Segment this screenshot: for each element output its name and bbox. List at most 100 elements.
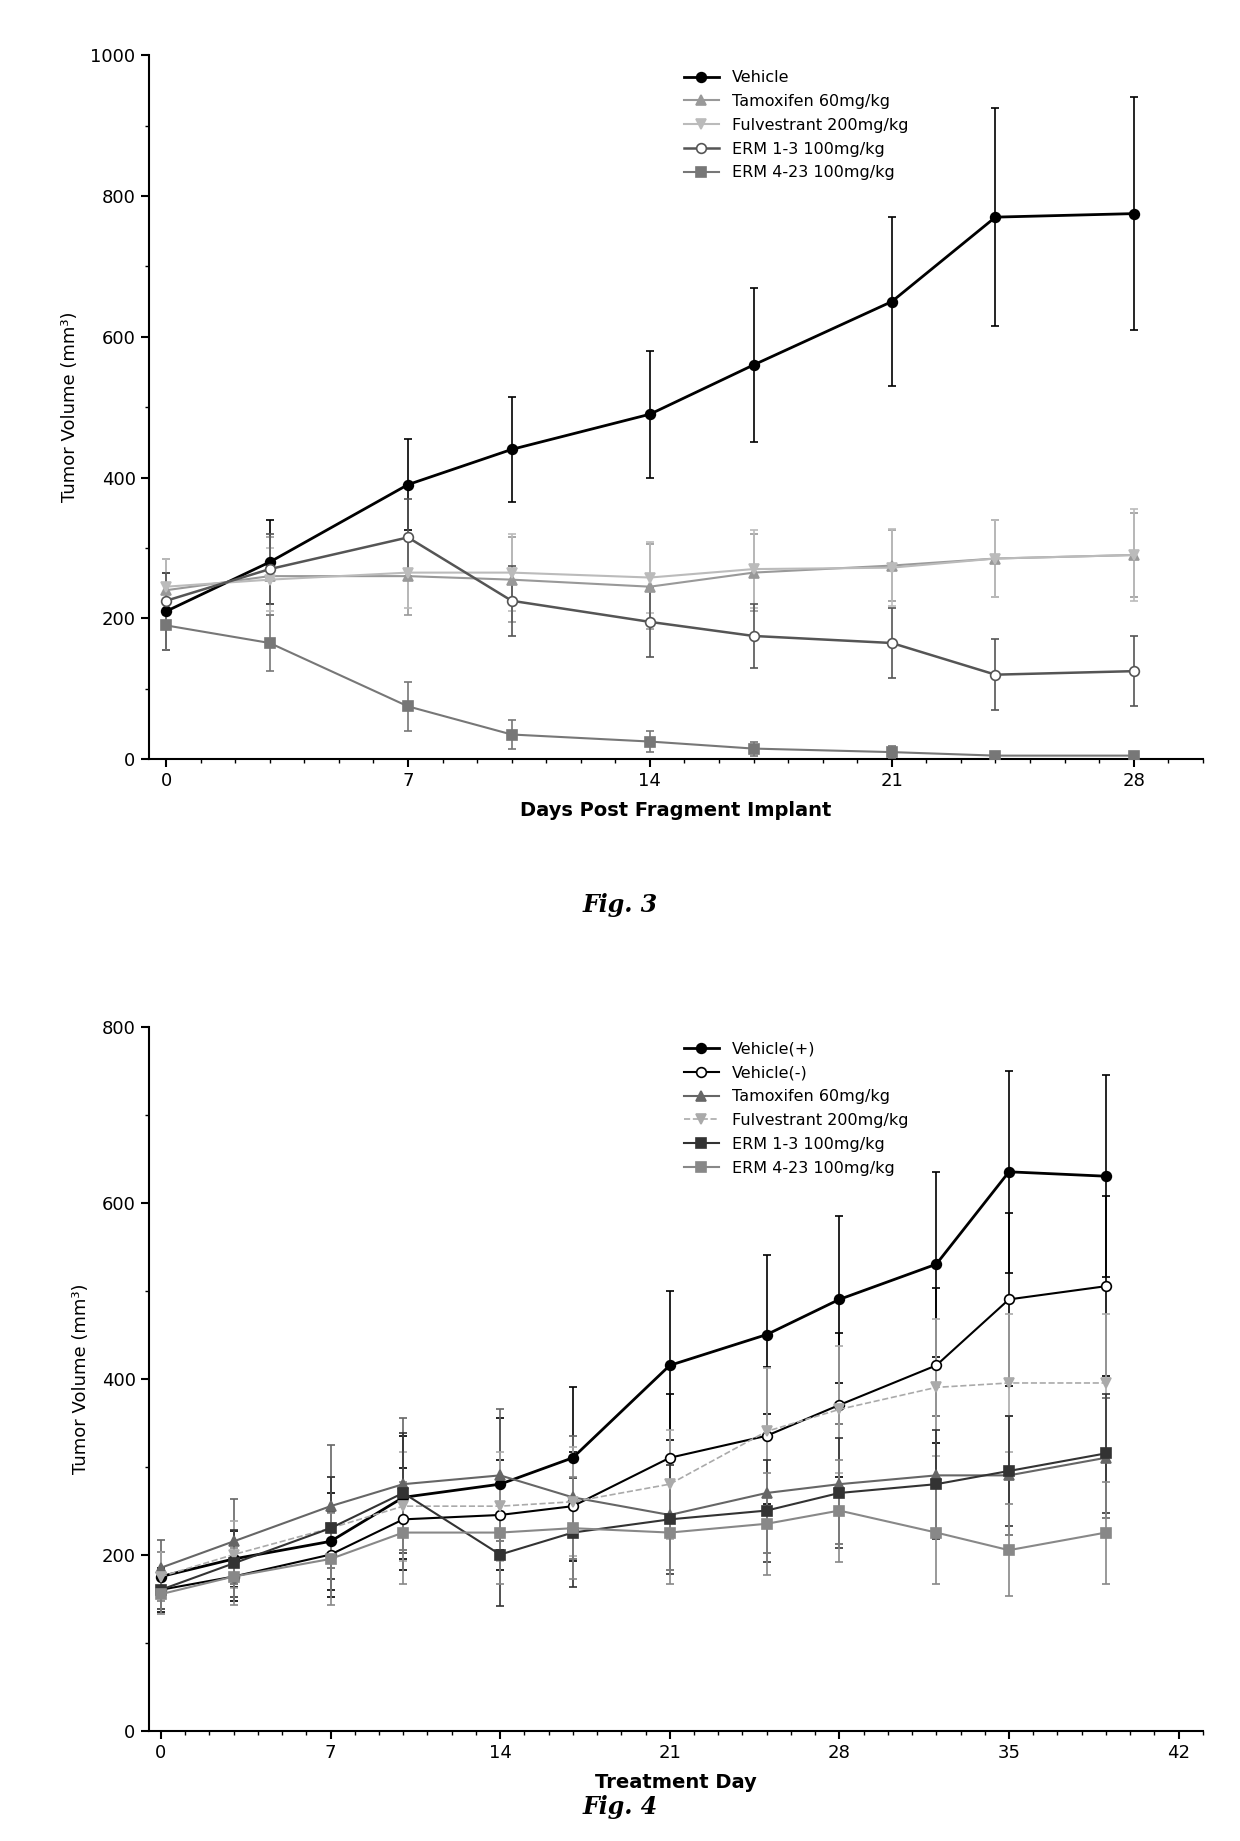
- ERM 1-3 100mg/kg: [759, 1500, 774, 1523]
- Fulvestrant 200mg/kg: [662, 1473, 677, 1495]
- Fulvestrant 200mg/kg: [759, 1421, 774, 1443]
- Fulvestrant 200mg/kg: [988, 547, 1003, 569]
- Vehicle(+): [396, 1486, 410, 1508]
- ERM 1-3 100mg/kg: [401, 527, 415, 549]
- Tamoxifen 60mg/kg: [832, 1473, 847, 1495]
- ERM 1-3 100mg/kg: [1099, 1442, 1114, 1464]
- Vehicle(-): [154, 1580, 169, 1602]
- Vehicle(-): [324, 1543, 339, 1565]
- ERM 4-23 100mg/kg: [929, 1521, 944, 1543]
- Vehicle(+): [1002, 1162, 1017, 1184]
- ERM 4-23 100mg/kg: [565, 1517, 580, 1539]
- Fulvestrant 200mg/kg: [159, 576, 174, 598]
- Vehicle(+): [492, 1473, 507, 1495]
- Y-axis label: Tumor Volume (mm³): Tumor Volume (mm³): [61, 311, 79, 503]
- ERM 1-3 100mg/kg: [746, 624, 761, 646]
- ERM 1-3 100mg/kg: [492, 1543, 507, 1565]
- ERM 1-3 100mg/kg: [884, 631, 899, 654]
- ERM 1-3 100mg/kg: [1126, 661, 1141, 683]
- X-axis label: Treatment Day: Treatment Day: [595, 1773, 756, 1791]
- Vehicle(-): [1002, 1289, 1017, 1311]
- Legend: Vehicle(+), Vehicle(-), Tamoxifen 60mg/kg, Fulvestrant 200mg/kg, ERM 1-3 100mg/k: Vehicle(+), Vehicle(-), Tamoxifen 60mg/k…: [683, 1042, 908, 1176]
- Tamoxifen 60mg/kg: [492, 1464, 507, 1486]
- Vehicle(+): [929, 1254, 944, 1276]
- Tamoxifen 60mg/kg: [565, 1486, 580, 1508]
- Vehicle(-): [565, 1495, 580, 1517]
- Vehicle(+): [565, 1447, 580, 1469]
- Vehicle(-): [929, 1355, 944, 1377]
- Vehicle: [263, 550, 278, 573]
- ERM 1-3 100mg/kg: [642, 611, 657, 633]
- Fulvestrant 200mg/kg: [642, 567, 657, 589]
- ERM 4-23 100mg/kg: [1002, 1539, 1017, 1561]
- Tamoxifen 60mg/kg: [1002, 1464, 1017, 1486]
- Tamoxifen 60mg/kg: [154, 1557, 169, 1580]
- ERM 1-3 100mg/kg: [929, 1473, 944, 1495]
- Tamoxifen 60mg/kg: [401, 565, 415, 587]
- ERM 4-23 100mg/kg: [324, 1548, 339, 1570]
- Tamoxifen 60mg/kg: [226, 1530, 241, 1552]
- Vehicle(+): [1099, 1165, 1114, 1187]
- ERM 1-3 100mg/kg: [324, 1517, 339, 1539]
- Tamoxifen 60mg/kg: [662, 1504, 677, 1526]
- ERM 4-23 100mg/kg: [642, 731, 657, 753]
- Tamoxifen 60mg/kg: [884, 554, 899, 576]
- Line: Vehicle(+): Vehicle(+): [156, 1167, 1111, 1581]
- Vehicle(+): [662, 1355, 677, 1377]
- Fulvestrant 200mg/kg: [746, 558, 761, 580]
- ERM 4-23 100mg/kg: [401, 696, 415, 718]
- ERM 1-3 100mg/kg: [159, 589, 174, 611]
- Tamoxifen 60mg/kg: [263, 565, 278, 587]
- Vehicle: [642, 403, 657, 425]
- ERM 1-3 100mg/kg: [505, 589, 520, 611]
- ERM 4-23 100mg/kg: [159, 615, 174, 637]
- Text: Fig. 4: Fig. 4: [583, 1795, 657, 1819]
- Line: ERM 4-23 100mg/kg: ERM 4-23 100mg/kg: [161, 620, 1138, 760]
- Fulvestrant 200mg/kg: [492, 1495, 507, 1517]
- Vehicle(+): [324, 1530, 339, 1552]
- ERM 1-3 100mg/kg: [396, 1482, 410, 1504]
- Tamoxifen 60mg/kg: [759, 1482, 774, 1504]
- ERM 4-23 100mg/kg: [884, 742, 899, 764]
- Line: Vehicle: Vehicle: [161, 208, 1138, 617]
- Tamoxifen 60mg/kg: [159, 580, 174, 602]
- Tamoxifen 60mg/kg: [642, 576, 657, 598]
- Vehicle: [884, 291, 899, 313]
- Tamoxifen 60mg/kg: [324, 1495, 339, 1517]
- Tamoxifen 60mg/kg: [746, 562, 761, 584]
- Fulvestrant 200mg/kg: [396, 1495, 410, 1517]
- ERM 4-23 100mg/kg: [154, 1583, 169, 1605]
- Fulvestrant 200mg/kg: [1126, 543, 1141, 565]
- Line: ERM 4-23 100mg/kg: ERM 4-23 100mg/kg: [156, 1506, 1111, 1600]
- ERM 1-3 100mg/kg: [565, 1521, 580, 1543]
- ERM 4-23 100mg/kg: [746, 738, 761, 760]
- ERM 1-3 100mg/kg: [226, 1552, 241, 1574]
- Line: Tamoxifen 60mg/kg: Tamoxifen 60mg/kg: [156, 1453, 1111, 1572]
- ERM 4-23 100mg/kg: [988, 744, 1003, 766]
- Fulvestrant 200mg/kg: [401, 562, 415, 584]
- Vehicle(+): [154, 1565, 169, 1587]
- Vehicle(+): [832, 1289, 847, 1311]
- Tamoxifen 60mg/kg: [929, 1464, 944, 1486]
- Vehicle: [505, 438, 520, 460]
- ERM 4-23 100mg/kg: [492, 1521, 507, 1543]
- ERM 4-23 100mg/kg: [505, 724, 520, 746]
- ERM 1-3 100mg/kg: [263, 558, 278, 580]
- Fulvestrant 200mg/kg: [226, 1543, 241, 1565]
- Y-axis label: Tumor Volume (mm³): Tumor Volume (mm³): [72, 1283, 91, 1475]
- Vehicle: [1126, 203, 1141, 225]
- Vehicle(+): [226, 1548, 241, 1570]
- ERM 1-3 100mg/kg: [154, 1580, 169, 1602]
- Vehicle(-): [226, 1565, 241, 1587]
- Fulvestrant 200mg/kg: [565, 1491, 580, 1513]
- ERM 4-23 100mg/kg: [759, 1513, 774, 1535]
- ERM 1-3 100mg/kg: [1002, 1460, 1017, 1482]
- Tamoxifen 60mg/kg: [1126, 543, 1141, 565]
- Line: Tamoxifen 60mg/kg: Tamoxifen 60mg/kg: [161, 550, 1138, 595]
- ERM 4-23 100mg/kg: [226, 1565, 241, 1587]
- ERM 4-23 100mg/kg: [1126, 744, 1141, 766]
- Tamoxifen 60mg/kg: [396, 1473, 410, 1495]
- Fulvestrant 200mg/kg: [929, 1377, 944, 1399]
- Vehicle: [159, 600, 174, 622]
- Fulvestrant 200mg/kg: [884, 556, 899, 578]
